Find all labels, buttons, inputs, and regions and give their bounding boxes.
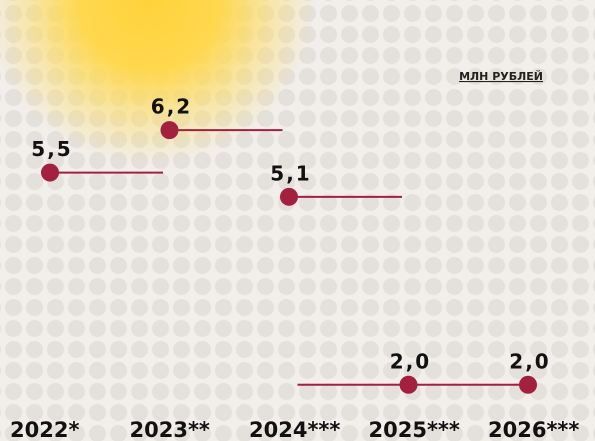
x-tick-label: 2025*** [369, 418, 460, 441]
dot [160, 121, 179, 140]
value-label: 5,1 [270, 161, 311, 185]
value-label: 5,5 [31, 137, 72, 161]
unit-label: МЛН РУБЛЕЙ [459, 70, 543, 83]
dot [280, 187, 298, 206]
x-tick-label: 2024*** [249, 418, 340, 441]
value-label: 2,0 [509, 349, 550, 373]
x-tick-label: 2023** [130, 418, 210, 441]
value-label: 6,2 [151, 95, 192, 119]
value-label: 2,0 [390, 349, 431, 373]
x-tick-label: 2022* [10, 418, 79, 441]
x-tick-label: 2026*** [488, 418, 579, 441]
dot [41, 163, 59, 182]
dot [519, 375, 537, 394]
